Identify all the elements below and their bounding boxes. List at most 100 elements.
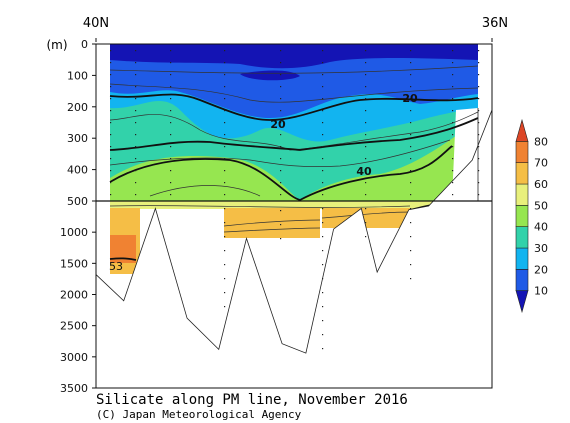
sample-point [322, 278, 324, 280]
sample-point [452, 158, 454, 160]
sample-point [280, 194, 282, 196]
sample-point [365, 74, 367, 76]
colorbar-segment [515, 205, 529, 227]
sample-point [478, 182, 480, 184]
sample-point [322, 334, 324, 336]
sample-point [365, 86, 367, 88]
sample-point [452, 146, 454, 148]
sample-point [110, 86, 112, 88]
y-tick-label: 1000 [60, 226, 88, 239]
colorbar-label: 10 [534, 285, 548, 298]
sample-point [280, 238, 282, 240]
y-tick-label: 500 [67, 195, 88, 208]
sample-point [410, 194, 412, 196]
sample-point [224, 62, 226, 64]
contour-labels-layer: 20 20 40 53 [109, 92, 418, 273]
seafloor-layer [95, 108, 493, 388]
sample-point [452, 182, 454, 184]
contour-label-text: 53 [109, 260, 123, 273]
sample-point [410, 122, 412, 124]
sample-point [478, 110, 480, 112]
sample-point [224, 292, 226, 294]
sample-point [478, 86, 480, 88]
sample-point [135, 158, 137, 160]
sample-point [224, 222, 226, 224]
sample-point [365, 170, 367, 172]
sample-point [478, 146, 480, 148]
sample-point [224, 146, 226, 148]
sample-point [110, 194, 112, 196]
colorbar-segment [515, 269, 529, 291]
sample-point [478, 50, 480, 52]
sample-point [170, 110, 172, 112]
station-block-2 [224, 208, 320, 238]
sample-point [110, 62, 112, 64]
credit-line: (C) Japan Meteorological Agency [96, 408, 302, 421]
sample-point [135, 170, 137, 172]
colorbar-label: 80 [534, 135, 548, 148]
sample-point [410, 236, 412, 238]
y-tick-label: 200 [67, 101, 88, 114]
sample-point [280, 98, 282, 100]
sample-point [135, 194, 137, 196]
sample-point [110, 170, 112, 172]
sample-point [224, 182, 226, 184]
sample-point [478, 194, 480, 196]
sample-point [410, 222, 412, 224]
sample-point [452, 50, 454, 52]
sample-point [322, 236, 324, 238]
upper-section-fill [110, 44, 478, 201]
y-tick-label: 3000 [60, 351, 88, 364]
sample-point [322, 98, 324, 100]
contour-label: 53 [109, 260, 123, 273]
sample-point [280, 210, 282, 212]
sample-point [322, 194, 324, 196]
y-tick-label: 300 [67, 132, 88, 145]
sample-point [410, 264, 412, 266]
sample-point [280, 158, 282, 160]
sample-point [170, 98, 172, 100]
sample-point [452, 62, 454, 64]
sample-point [110, 50, 112, 52]
colorbar-segment [515, 226, 529, 249]
sample-point [322, 146, 324, 148]
sample-point [452, 86, 454, 88]
sample-point [170, 62, 172, 64]
colorbar-segment [515, 141, 529, 163]
sample-point [322, 182, 324, 184]
colorbar-segment [515, 183, 529, 206]
contour-15 [109, 83, 479, 103]
colorbar-segment [515, 118, 529, 142]
seafloor-line [95, 109, 493, 354]
y-tick-label: 400 [67, 164, 88, 177]
sample-point [224, 278, 226, 280]
sample-point [170, 74, 172, 76]
station-block-3 [322, 208, 410, 228]
sample-point [365, 236, 367, 238]
y-axis: 0 100 200 300 400 500 1000 1500 2000 2500 3000 3500 [60, 38, 96, 395]
sample-point [224, 134, 226, 136]
sample-point [410, 182, 412, 184]
sample-point [322, 292, 324, 294]
sample-point [224, 194, 226, 196]
sample-point [135, 134, 137, 136]
sample-point [280, 86, 282, 88]
x-end-label: 36N [482, 16, 508, 31]
sample-point [365, 50, 367, 52]
sample-point [478, 122, 480, 124]
sample-point [170, 170, 172, 172]
sample-point [365, 134, 367, 136]
sample-point [322, 110, 324, 112]
sample-point [410, 250, 412, 252]
y-tick-label: 100 [67, 69, 88, 82]
sample-point [280, 62, 282, 64]
sample-point [224, 86, 226, 88]
sample-point [224, 98, 226, 100]
sample-point [478, 170, 480, 172]
sample-point [170, 122, 172, 124]
sample-point [322, 122, 324, 124]
sample-point [135, 122, 137, 124]
chart-title: Silicate along PM line, November 2016 [96, 392, 408, 408]
sample-point [365, 122, 367, 124]
sample-point [410, 208, 412, 210]
